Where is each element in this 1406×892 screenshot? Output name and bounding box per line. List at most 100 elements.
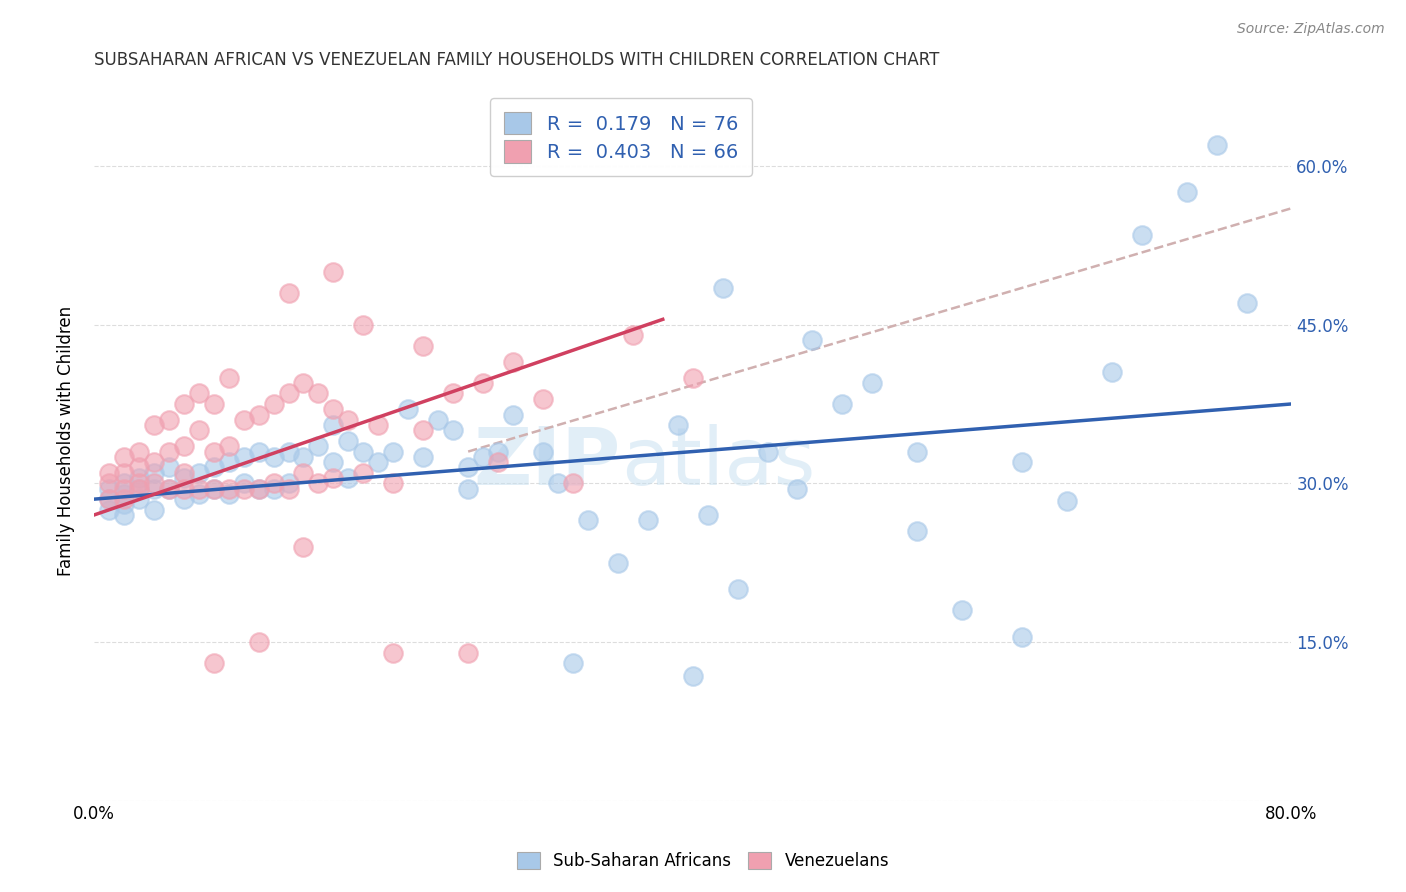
Point [202,397,225,411]
Text: atlas: atlas [621,424,815,501]
Point [263,476,285,491]
Point [157,413,180,427]
Point [457,482,479,496]
Point [367,418,389,433]
Point [218,487,240,501]
Point [277,482,299,496]
Point [218,455,240,469]
Point [128,492,150,507]
Point [292,540,315,554]
Point [157,482,180,496]
Point [247,635,270,649]
Legend: R =  0.179   N = 76, R =  0.403   N = 66: R = 0.179 N = 76, R = 0.403 N = 66 [491,98,752,177]
Point [486,455,509,469]
Text: Source: ZipAtlas.com: Source: ZipAtlas.com [1237,22,1385,37]
Point [531,444,554,458]
Point [173,471,195,485]
Point [277,386,299,401]
Point [1056,494,1078,508]
Point [292,450,315,464]
Text: SUBSAHARAN AFRICAN VS VENEZUELAN FAMILY HOUSEHOLDS WITH CHILDREN CORRELATION CHA: SUBSAHARAN AFRICAN VS VENEZUELAN FAMILY … [94,51,939,69]
Point [157,482,180,496]
Point [531,392,554,406]
Point [382,476,405,491]
Point [128,460,150,475]
Point [441,424,464,438]
Point [112,476,135,491]
Point [263,450,285,464]
Point [187,487,209,501]
Legend: Sub-Saharan Africans, Venezuelans: Sub-Saharan Africans, Venezuelans [510,845,896,877]
Point [292,466,315,480]
Point [173,492,195,507]
Point [308,386,330,401]
Point [142,466,165,480]
Point [382,646,405,660]
Point [112,482,135,496]
Point [412,450,434,464]
Point [322,471,344,485]
Point [502,408,524,422]
Point [427,413,450,427]
Point [202,482,225,496]
Point [232,482,254,496]
Point [950,603,973,617]
Point [128,482,150,496]
Point [112,450,135,464]
Point [666,418,689,433]
Point [277,476,299,491]
Point [187,424,209,438]
Point [218,439,240,453]
Point [247,482,270,496]
Point [187,482,209,496]
Point [352,466,374,480]
Text: ZIP: ZIP [474,424,621,501]
Point [218,370,240,384]
Point [173,397,195,411]
Point [396,402,419,417]
Point [322,455,344,469]
Point [142,482,165,496]
Point [232,450,254,464]
Point [112,487,135,501]
Point [187,466,209,480]
Point [337,434,360,448]
Point [367,455,389,469]
Point [1101,365,1123,379]
Point [142,455,165,469]
Point [1130,227,1153,242]
Point [905,444,928,458]
Point [142,502,165,516]
Point [727,582,749,596]
Point [441,386,464,401]
Point [1205,137,1227,152]
Point [142,418,165,433]
Point [97,482,120,496]
Point [97,502,120,516]
Point [97,492,120,507]
Point [457,646,479,660]
Point [112,466,135,480]
Point [1011,630,1033,644]
Point [97,492,120,507]
Point [263,397,285,411]
Point [202,656,225,670]
Point [277,444,299,458]
Point [187,386,209,401]
Point [322,402,344,417]
Point [157,444,180,458]
Y-axis label: Family Households with Children: Family Households with Children [58,306,75,576]
Point [97,466,120,480]
Point [337,471,360,485]
Point [711,280,734,294]
Point [142,476,165,491]
Point [486,444,509,458]
Point [905,524,928,538]
Point [412,424,434,438]
Point [682,669,704,683]
Point [128,476,150,491]
Point [247,444,270,458]
Point [308,476,330,491]
Point [576,513,599,527]
Point [860,376,883,390]
